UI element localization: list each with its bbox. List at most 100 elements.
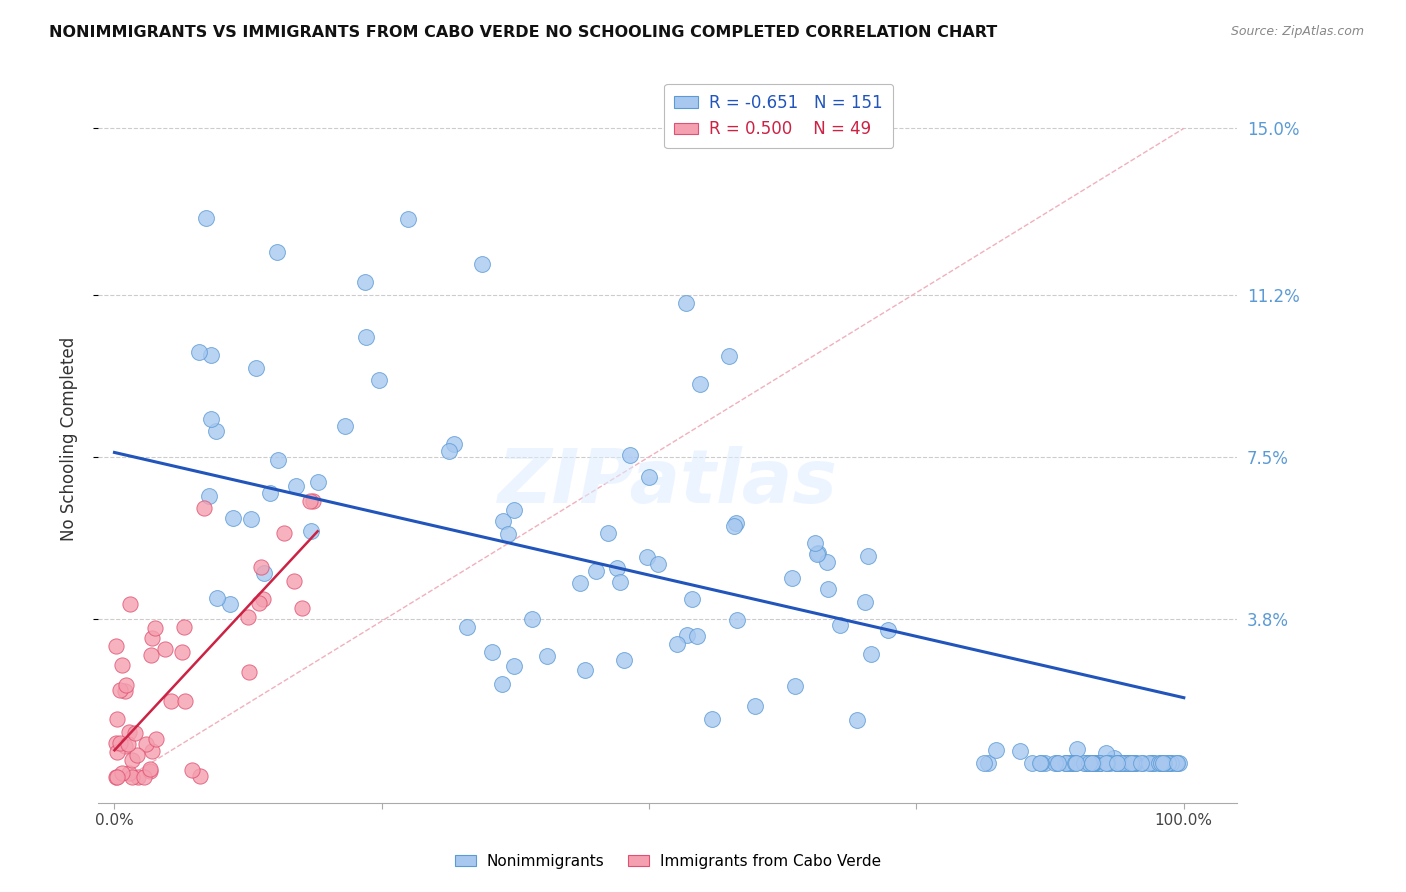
Point — [443, 437, 465, 451]
Point — [806, 547, 828, 561]
Point — [283, 574, 305, 588]
Point — [105, 770, 128, 784]
Point — [585, 564, 607, 578]
Point — [1156, 756, 1178, 771]
Point — [481, 645, 503, 659]
Point — [686, 629, 709, 643]
Point — [638, 470, 661, 484]
Point — [117, 737, 139, 751]
Point — [253, 566, 276, 580]
Point — [1121, 756, 1143, 771]
Point — [1077, 756, 1099, 771]
Point — [1081, 756, 1104, 771]
Point — [160, 693, 183, 707]
Point — [139, 764, 162, 779]
Point — [354, 275, 377, 289]
Point — [700, 712, 723, 726]
Point — [675, 296, 697, 310]
Point — [125, 748, 148, 763]
Point — [606, 561, 628, 575]
Point — [1157, 756, 1180, 771]
Point — [1150, 756, 1173, 771]
Point — [803, 536, 825, 550]
Point — [139, 762, 162, 776]
Point — [266, 245, 288, 260]
Point — [846, 713, 869, 727]
Point — [187, 344, 209, 359]
Point — [860, 647, 883, 661]
Point — [1118, 756, 1140, 771]
Point — [1166, 756, 1188, 771]
Point — [108, 736, 131, 750]
Point — [236, 610, 259, 624]
Point — [252, 591, 274, 606]
Point — [855, 594, 877, 608]
Point — [1125, 756, 1147, 771]
Point — [299, 524, 322, 538]
Point — [681, 591, 703, 606]
Point — [1056, 756, 1078, 771]
Point — [1149, 756, 1171, 771]
Point — [1160, 756, 1182, 771]
Point — [111, 657, 134, 672]
Point — [1060, 756, 1083, 771]
Point — [647, 558, 669, 572]
Point — [491, 677, 513, 691]
Point — [1031, 756, 1053, 771]
Text: ZIPatlas: ZIPatlas — [498, 446, 838, 519]
Point — [141, 744, 163, 758]
Point — [1109, 756, 1132, 771]
Point — [145, 731, 167, 746]
Point — [977, 756, 1000, 771]
Point — [437, 444, 460, 458]
Point — [1090, 756, 1112, 771]
Point — [1150, 756, 1173, 771]
Point — [717, 349, 740, 363]
Point — [1125, 756, 1147, 771]
Point — [114, 739, 136, 754]
Point — [174, 694, 197, 708]
Point — [104, 770, 127, 784]
Point — [118, 724, 141, 739]
Point — [973, 756, 995, 771]
Point — [285, 479, 308, 493]
Point — [609, 574, 631, 589]
Point — [238, 665, 260, 680]
Point — [1088, 756, 1111, 771]
Legend: Nonimmigrants, Immigrants from Cabo Verde: Nonimmigrants, Immigrants from Cabo Verd… — [449, 848, 887, 875]
Point — [173, 619, 195, 633]
Point — [1076, 756, 1098, 771]
Point — [676, 627, 699, 641]
Text: NONIMMIGRANTS VS IMMIGRANTS FROM CABO VERDE NO SCHOOLING COMPLETED CORRELATION C: NONIMMIGRANTS VS IMMIGRANTS FROM CABO VE… — [49, 25, 997, 40]
Point — [104, 640, 127, 654]
Point — [1021, 756, 1043, 771]
Point — [105, 745, 128, 759]
Point — [132, 770, 155, 784]
Point — [200, 412, 222, 426]
Point — [245, 361, 267, 376]
Point — [636, 549, 658, 564]
Point — [193, 500, 215, 515]
Point — [1059, 756, 1081, 771]
Point — [302, 493, 325, 508]
Point — [1084, 756, 1107, 771]
Point — [153, 642, 176, 657]
Point — [114, 683, 136, 698]
Point — [219, 598, 242, 612]
Point — [298, 493, 321, 508]
Point — [1107, 756, 1129, 771]
Point — [200, 348, 222, 362]
Point — [333, 418, 356, 433]
Point — [354, 330, 377, 344]
Point — [503, 503, 526, 517]
Point — [503, 659, 526, 673]
Point — [1107, 756, 1129, 771]
Point — [984, 743, 1007, 757]
Point — [124, 726, 146, 740]
Point — [141, 631, 163, 645]
Point — [491, 514, 513, 528]
Point — [1116, 756, 1139, 771]
Point — [396, 212, 419, 227]
Point — [127, 770, 149, 784]
Point — [1095, 756, 1118, 771]
